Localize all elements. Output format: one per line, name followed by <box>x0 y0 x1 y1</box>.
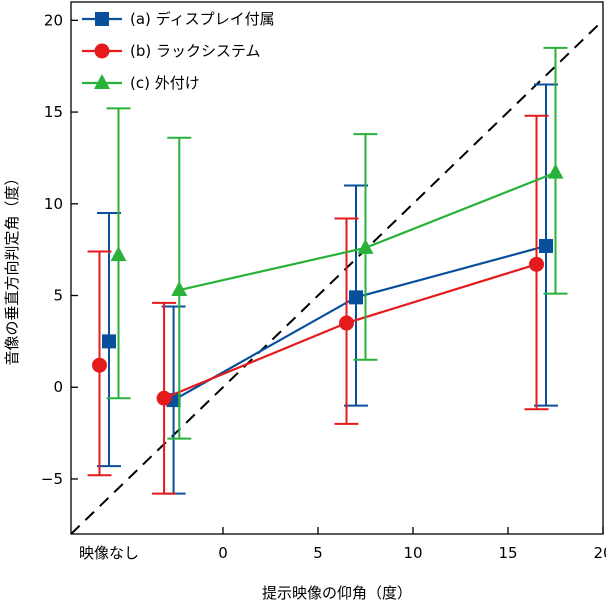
x-tick-label: 20 <box>593 544 606 562</box>
x-tick-label: 0 <box>218 544 228 562</box>
series-0 <box>97 83 558 495</box>
legend-marker <box>95 12 109 26</box>
legend-label: (b) ラックシステム <box>130 42 261 60</box>
series-line <box>173 244 547 402</box>
legend-marker <box>94 74 110 89</box>
y-tick-label: 15 <box>44 103 63 121</box>
legend-item: (a) ディスプレイ付属 <box>82 10 275 28</box>
plot-frame <box>70 1 604 535</box>
data-point <box>547 163 564 179</box>
x-axis-title: 提示映像の仰角（度） <box>262 584 412 602</box>
x-tick-label: 15 <box>498 544 517 562</box>
data-point <box>349 290 363 305</box>
data-point <box>529 256 544 272</box>
series-line <box>163 263 537 400</box>
x-category-label: 映像なし <box>79 544 139 562</box>
y-tick-label: 20 <box>44 11 63 29</box>
series-line <box>179 171 556 292</box>
data-point <box>539 238 553 253</box>
y-axis-title: 音像の垂直方向判定角（度） <box>3 170 21 365</box>
series-layer <box>87 46 568 495</box>
x-tick-label: 10 <box>403 544 422 562</box>
y-tick-label: 5 <box>53 287 63 305</box>
axis-layer: −5 0 5 10 15 20 0 5 10 15 20 映像なし <box>41 11 606 562</box>
series-1 <box>87 114 549 495</box>
y-tick-label: 0 <box>53 378 63 396</box>
data-point <box>156 390 172 406</box>
data-point-no-image <box>92 357 107 373</box>
data-point <box>339 315 354 331</box>
y-tick-label: 10 <box>44 195 63 213</box>
data-point <box>357 238 374 254</box>
legend-item: (c) 外付け <box>82 74 200 92</box>
data-point-no-image <box>102 334 116 349</box>
legend-label: (a) ディスプレイ付属 <box>130 10 275 28</box>
legend-label: (c) 外付け <box>130 74 200 92</box>
legend-item: (b) ラックシステム <box>82 42 261 60</box>
data-point-no-image <box>110 246 127 262</box>
y-tick-label: −5 <box>41 470 63 488</box>
data-point <box>171 281 188 297</box>
legend-marker <box>94 43 110 59</box>
x-tick-label: 5 <box>313 544 323 562</box>
legend: (a) ディスプレイ付属 (b) ラックシステム (c) 外付け <box>82 10 275 92</box>
series-2 <box>106 46 568 440</box>
